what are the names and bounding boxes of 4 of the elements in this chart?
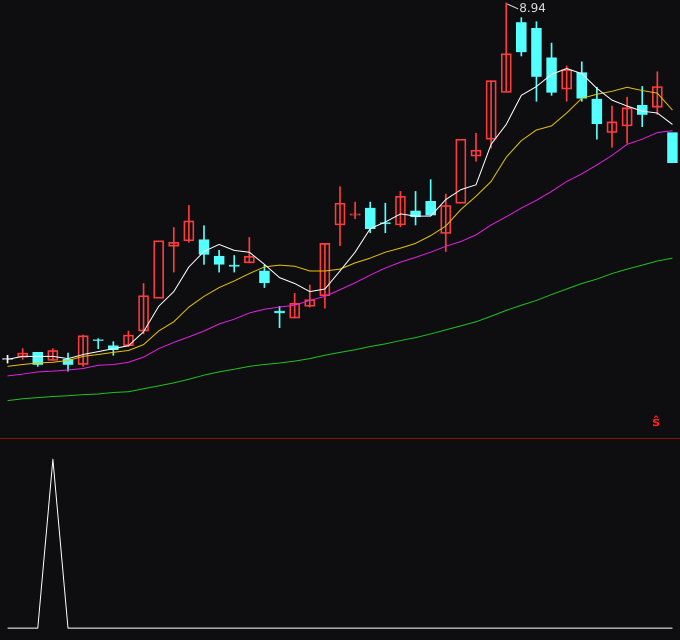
annotation: 8.94: [519, 1, 546, 16]
candlestick: [667, 132, 678, 164]
candlestick: [274, 306, 285, 328]
text: ŝ: [652, 414, 660, 430]
